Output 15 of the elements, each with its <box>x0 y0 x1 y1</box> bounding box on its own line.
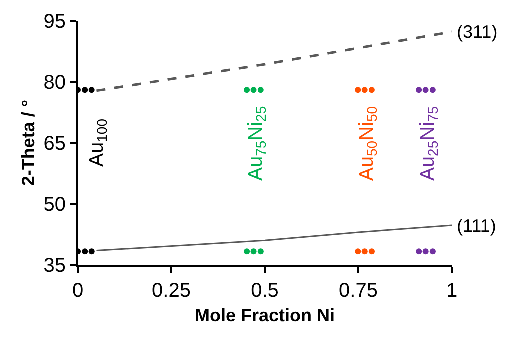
x-tick-label: 0.25 <box>152 280 191 302</box>
x-tick-label: 0.5 <box>251 280 279 302</box>
y-tick-label: 80 <box>44 72 66 94</box>
x-tick-label: 1 <box>446 280 458 302</box>
annotation: (111) <box>457 216 496 236</box>
annotation: (311) <box>457 22 498 42</box>
y-tick-label: 65 <box>44 133 66 155</box>
x-axis-title: Mole Fraction Ni <box>194 306 336 326</box>
y-axis-title: 2-Theta / ° <box>18 100 38 186</box>
y-tick-label: 35 <box>44 255 66 277</box>
y-tick-label: 95 <box>44 11 66 33</box>
line-series <box>96 224 452 252</box>
x-tick-label: 0.75 <box>339 280 378 302</box>
y-tick-label: 50 <box>44 194 66 216</box>
x-tick-label: 0 <box>72 280 84 302</box>
